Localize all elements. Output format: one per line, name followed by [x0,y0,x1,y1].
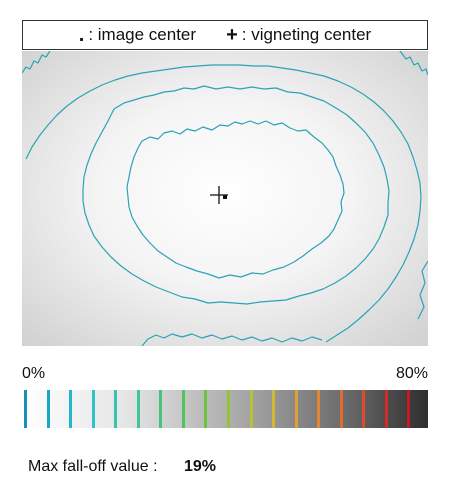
inner-contour [126,120,345,279]
max-fall-off: Max fall-off value : 19% [28,458,216,476]
max-fall-off-label: Max fall-off value : [28,458,158,475]
scale-tick-16 [362,390,365,428]
scale-max-label: 80% [395,365,428,382]
vignetting-map [22,51,428,346]
vignetting-center-symbol: + [226,23,238,46]
legend-box: . : image center + : vigneting center [22,20,428,50]
scale-tick-6 [137,390,140,428]
max-fall-off-value: 19% [184,458,217,475]
corner-contour-bottom [141,333,323,346]
scale-tick-18 [407,390,410,428]
scale-tick-14 [317,390,320,428]
scale-tick-10 [227,390,230,428]
corner-contour-right [417,260,428,320]
scale-tick-2 [47,390,50,428]
scale-min-label: 0% [22,365,46,382]
corner-contour-top-left [22,51,51,74]
scale-tick-1 [24,390,27,428]
scale-tick-17 [385,390,388,428]
outer-contour [25,64,422,343]
fall-off-color-scale [22,390,428,428]
image-center-symbol: . [78,23,85,46]
middle-contour [82,85,390,305]
scale-tick-5 [114,390,117,428]
corner-contour-top-right [399,51,428,76]
vignetting-center-label: : vigneting center [241,25,372,44]
scale-tick-8 [182,390,185,428]
scale-tick-4 [92,390,95,428]
scale-tick-13 [295,390,298,428]
image-center-marker [223,195,227,199]
scale-tick-9 [204,390,207,428]
scale-tick-3 [69,390,72,428]
image-center-label: : image center [88,25,197,44]
scale-tick-11 [250,390,253,428]
scale-tick-15 [340,390,343,428]
scale-gray-ramp [22,390,428,428]
scale-tick-7 [159,390,162,428]
scale-tick-12 [272,390,275,428]
